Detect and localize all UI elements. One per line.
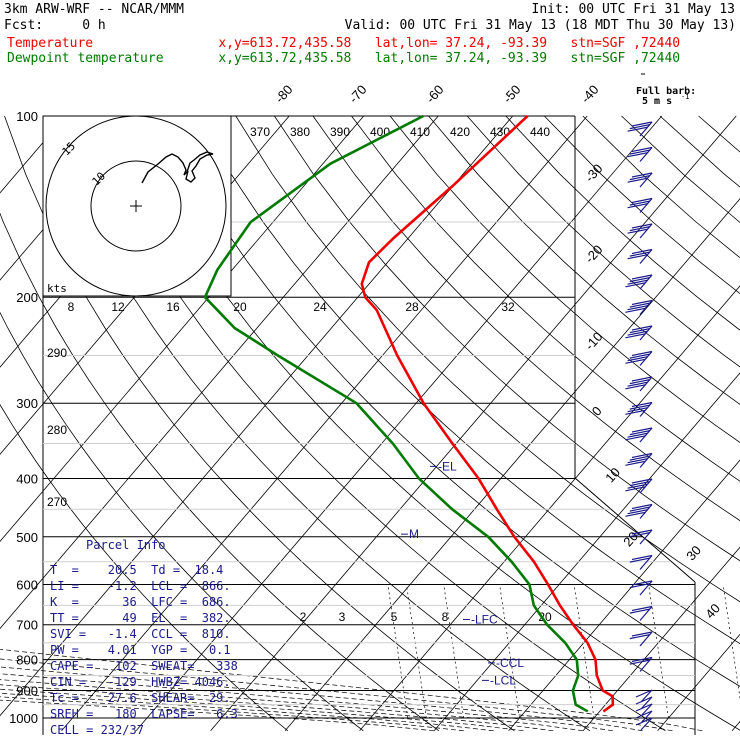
dry-adiabat-line	[274, 116, 740, 731]
pressure-tick-label: 100	[16, 109, 38, 124]
wind-key-units-exponent: -1	[681, 93, 689, 101]
isotherm-label: 20	[620, 529, 641, 550]
wind-barb-column	[625, 122, 652, 730]
level-marker-m: M	[409, 527, 419, 541]
isotherm-label: -30	[582, 161, 606, 185]
parcel-row-tc: Tc = 27.6 SHEAR= 29.	[50, 690, 231, 706]
isentrope-label: 390	[330, 125, 350, 139]
mixing-ratio-top-label: 28	[405, 300, 419, 314]
dry-adiabat-line	[352, 116, 740, 731]
level-marker-lfc: -LFC	[471, 612, 498, 626]
dry-adiabat-line	[236, 116, 740, 731]
isentrope-label: 380	[290, 125, 310, 139]
mixing-ratio-top-label: 20	[233, 300, 247, 314]
parcel-row-tt: TT = 49 EL = 382.	[50, 610, 231, 626]
parcel-info-title: Parcel Info	[86, 537, 165, 553]
isentrope-label: 440	[530, 125, 550, 139]
parcel-row-cin: CIN = -129 HWBZ= 4046.	[50, 674, 231, 690]
hodograph-units: kts	[47, 282, 67, 295]
pressure-tick-label: 600	[16, 577, 38, 592]
isotherm-label: 0	[589, 403, 605, 418]
dry-adiabat-line	[699, 116, 740, 731]
isentrope-label: 420	[450, 125, 470, 139]
wind-key: Full barb: 5 m s -1	[636, 74, 696, 107]
mixing-ratio-top-label: 8	[68, 300, 75, 314]
mixing-ratio-top-label: 32	[501, 300, 515, 314]
isotherm-line	[211, 116, 737, 731]
dewpoint-legend: Dewpoint temperature x,y=613.72,435.58 l…	[7, 51, 680, 66]
mixing-ratio-top-label: 24	[313, 300, 327, 314]
pressure-tick-label: 900	[16, 683, 38, 698]
isotherm-label: -50	[500, 82, 524, 106]
frame-right-diagonal	[575, 478, 695, 582]
valid-time: Valid: 00 UTC Fri 31 May 13 (18 MDT Thu …	[345, 18, 736, 33]
level-marker-ccl: -CCL	[496, 656, 524, 670]
pressure-tick-label: 500	[16, 530, 38, 545]
isotherm-line	[583, 116, 740, 731]
pressure-tick-label: 400	[16, 471, 38, 486]
isotherm-label: -10	[582, 329, 606, 353]
parcel-row-li: LI = -1.2 LCL = 866.	[50, 578, 231, 594]
temperature-legend: Temperature x,y=613.72,435.58 lat,lon= 3…	[7, 36, 680, 51]
dry-adiabat-label: 270	[47, 495, 67, 509]
mixing-ratio-bottom-label: 5	[391, 610, 398, 624]
isotherm-line	[509, 116, 740, 731]
parcel-row-sreh: SREH = 180 LAPSE= 6.3	[50, 706, 238, 722]
dry-adiabat-label: 280	[47, 423, 67, 437]
isentrope-label: 370	[250, 125, 270, 139]
parcel-row-k: K = 36 LFC = 686.	[50, 594, 231, 610]
pressure-tick-label: 1000	[9, 711, 38, 726]
isotherm-label: -70	[346, 82, 370, 106]
forecast-hour: Fcst: 0 h	[4, 18, 106, 33]
pressure-tick-label: 300	[16, 396, 38, 411]
dry-adiabat-line	[660, 116, 740, 731]
isotherm-label: -80	[272, 82, 296, 106]
model-title: 3km ARW-WRF -- NCAR/MMM	[4, 2, 184, 17]
dry-adiabat-label: 290	[47, 346, 67, 360]
mixing-ratio-bottom-label: 2	[300, 610, 307, 624]
isotherm-line	[360, 116, 740, 731]
isotherm-label: 30	[683, 543, 704, 564]
parcel-row-cell: CELL = 232/37	[50, 722, 144, 738]
mixing-ratio-line	[406, 584, 426, 718]
dry-adiabat-line	[544, 116, 740, 731]
mixing-ratio-top-label: 16	[166, 300, 180, 314]
level-marker-el: -EL	[438, 459, 457, 473]
isotherm-label: 10	[602, 465, 623, 486]
parcel-row-pw: PW = 4.01 YGP = 0.1	[50, 642, 231, 658]
isentrope-label: 430	[490, 125, 510, 139]
parcel-info-panel: Parcel Info T = 20.5 Td = 18.4 LI = -1.2…	[44, 537, 230, 734]
parcel-row-t: T = 20.5 Td = 18.4	[50, 562, 223, 578]
hodograph: 15 10 kts	[43, 116, 231, 296]
mixing-ratio-top-label: 12	[111, 300, 125, 314]
parcel-row-svi: SVI = -1.4 CCL = 810.	[50, 626, 231, 642]
mixing-ratio-bottom-label: 8	[442, 610, 449, 624]
pressure-tick-label: 800	[16, 653, 38, 668]
isotherm-label: -40	[578, 82, 602, 106]
isotherm-label: 40	[702, 601, 723, 622]
init-time: Init: 00 UTC Fri 31 May 13	[532, 2, 736, 17]
isentrope-label: 410	[410, 125, 430, 139]
pressure-tick-label: 200	[16, 290, 38, 305]
isotherm-label: -20	[582, 242, 606, 266]
isotherm-label: -60	[423, 82, 447, 106]
dry-adiabat-line	[159, 116, 740, 731]
parcel-row-cape: CAPE = 102 SWEAT= 338	[50, 658, 238, 674]
level-marker-lcl: -LCL	[490, 673, 516, 687]
pressure-tick-label: 700	[16, 618, 38, 633]
mixing-ratio-bottom-label: 3	[339, 610, 346, 624]
sounding-profiles	[205, 116, 613, 711]
wind-key-units: 5 m s	[642, 96, 672, 107]
isotherm-line	[658, 116, 740, 731]
